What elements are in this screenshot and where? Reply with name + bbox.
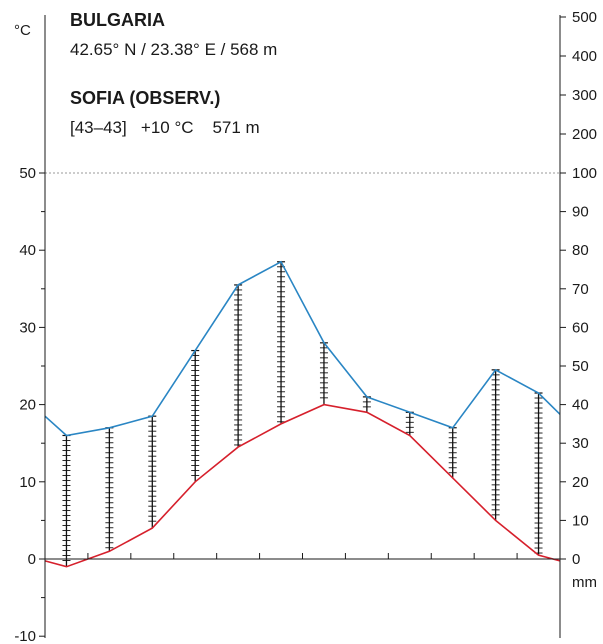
country-title: BULGARIA: [70, 10, 165, 30]
right-tick-label: 60: [572, 319, 589, 336]
right-tick-label: 40: [572, 397, 589, 414]
right-tick-label: 300: [572, 87, 597, 104]
mean-temp-label: +10 °C: [140, 118, 194, 137]
left-tick-label: -10: [14, 628, 36, 644]
period-label: [43–43]: [70, 118, 127, 137]
axis-layer: -100102030405001020304050607080901002003…: [14, 9, 597, 644]
temperature-line: [44, 403, 561, 568]
station-name: SOFIA (OBSERV.): [70, 88, 221, 108]
left-tick-label: 40: [19, 242, 36, 259]
right-tick-label: 200: [572, 126, 597, 143]
series-layer: [44, 260, 561, 568]
left-tick-label: 50: [19, 165, 36, 182]
left-tick-label: 10: [19, 474, 36, 491]
left-tick-label: 0: [28, 551, 36, 568]
right-tick-label: 500: [572, 9, 597, 26]
right-tick-label: 80: [572, 242, 589, 259]
right-tick-label: 50: [572, 358, 589, 375]
left-axis-unit: °C: [14, 22, 31, 39]
right-axis-unit: mm: [572, 574, 597, 591]
right-tick-label: 0: [572, 551, 580, 568]
precipitation-line: [44, 260, 561, 437]
right-tick-label: 100: [572, 165, 597, 182]
left-tick-label: 30: [19, 319, 36, 336]
left-tick-label: 20: [19, 397, 36, 414]
right-tick-label: 20: [572, 474, 589, 491]
right-tick-label: 30: [572, 435, 589, 452]
right-tick-label: 400: [572, 48, 597, 65]
station-meta: [43–43] +10 °C 571 m: [70, 118, 260, 138]
country-coordinates: 42.65° N / 23.38° E / 568 m: [70, 40, 278, 59]
station-altitude-label: 571 m: [212, 118, 260, 137]
right-tick-label: 70: [572, 281, 589, 298]
right-tick-label: 90: [572, 204, 589, 221]
right-tick-label: 10: [572, 512, 589, 529]
